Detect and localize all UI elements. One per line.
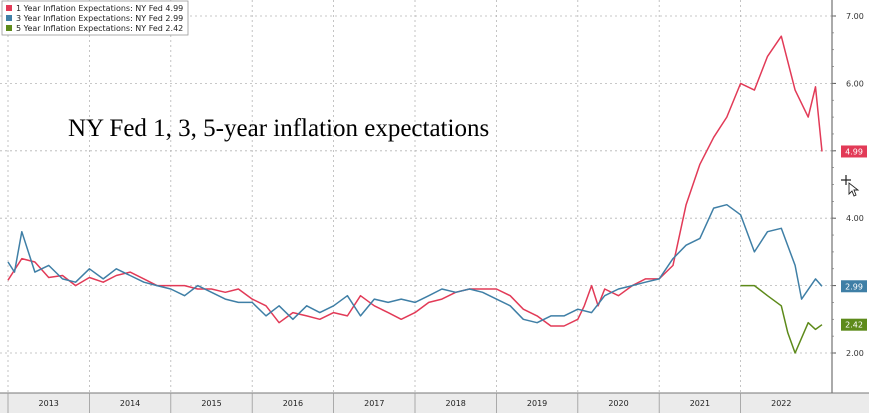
grid — [0, 0, 832, 393]
last-value-badge — [841, 280, 867, 293]
series-line-5y — [740, 284, 823, 354]
cursor-icon — [841, 175, 860, 197]
x-tick-label: 2021 — [690, 399, 710, 408]
x-tick-label: 2019 — [527, 399, 547, 408]
last-value-label: 2.42 — [845, 321, 863, 330]
chart-title: NY Fed 1, 3, 5-year inflation expectatio… — [68, 115, 489, 142]
x-tick-label: 2013 — [39, 399, 59, 408]
last-value-badge — [841, 318, 867, 331]
x-tick-label: 2014 — [120, 399, 140, 408]
legend-swatch — [6, 25, 12, 31]
y-tick-label: 7.00 — [846, 12, 864, 21]
y-tick-label: 4.00 — [846, 214, 864, 223]
y-tick-label: 6.00 — [846, 79, 864, 88]
x-axis-band — [0, 393, 869, 413]
last-value-badge — [841, 145, 867, 158]
x-tick-label: 2017 — [364, 399, 384, 408]
last-value-badges: 4.99 2.99 2.42 — [841, 145, 867, 331]
last-value-label: 4.99 — [845, 147, 863, 156]
legend-box — [1, 0, 189, 36]
x-tick-label: 2020 — [608, 399, 628, 408]
x-tick-label: 2018 — [446, 399, 466, 408]
legend: 1 Year Inflation Expectations: NY Fed 4.… — [1, 0, 189, 36]
x-tick-label: 2022 — [771, 399, 791, 408]
series-line-1y — [7, 35, 823, 327]
x-tick-label: 2016 — [283, 399, 303, 408]
y-tick-label: 2.00 — [846, 349, 864, 358]
x-tick-label: 2015 — [201, 399, 221, 408]
legend-swatch — [6, 5, 12, 11]
legend-entry: 3 Year Inflation Expectations: NY Fed 2.… — [16, 14, 183, 23]
legend-entry: 5 Year Inflation Expectations: NY Fed 2.… — [16, 24, 183, 33]
x-axis: 2013 2014 2015 2016 2017 2018 2019 2020 2021 2022 — [7, 393, 791, 413]
legend-swatch — [6, 15, 12, 21]
series-lines — [7, 35, 823, 354]
last-value-label: 2.99 — [845, 282, 863, 291]
series-line-3y — [7, 203, 823, 324]
legend-entry: 1 Year Inflation Expectations: NY Fed 4.… — [16, 4, 183, 13]
